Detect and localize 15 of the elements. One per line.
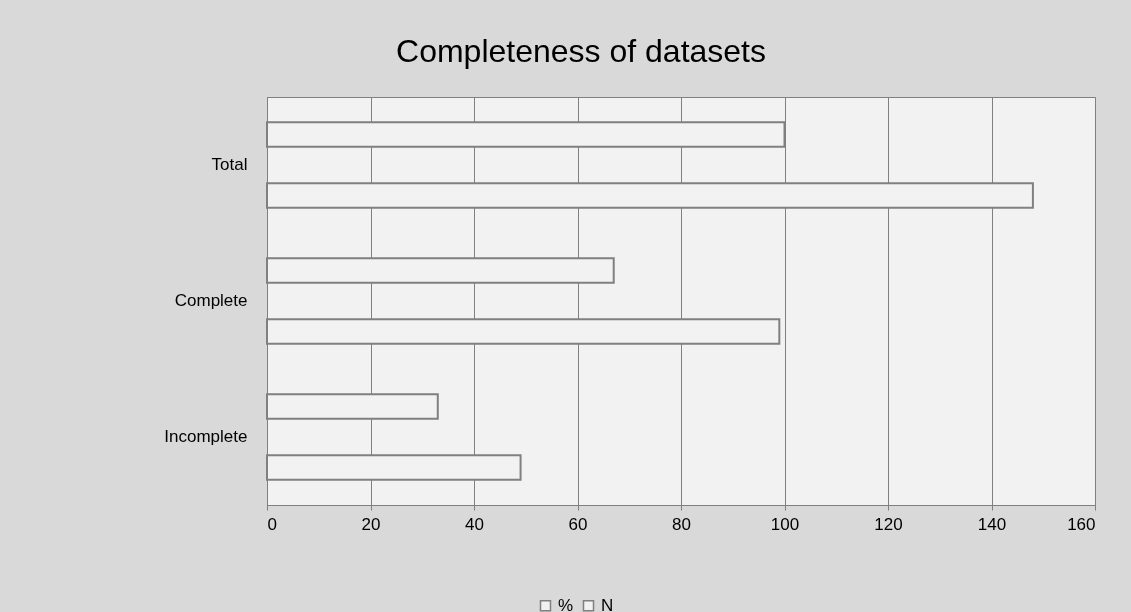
x-tick-label: 40 [465, 514, 484, 534]
x-tick-label: 80 [672, 514, 691, 534]
x-tick-label: 60 [568, 514, 588, 534]
y-tick-label: Total [211, 155, 248, 174]
y-tick-label: Incomplete [164, 427, 248, 446]
x-tick-label: 20 [361, 514, 381, 534]
chart-title: Completeness of datasets [396, 33, 766, 69]
x-tick-label: 0 [267, 514, 277, 534]
legend-label: % [558, 595, 574, 612]
legend-label: N [601, 595, 614, 612]
x-tick-label: 100 [770, 514, 800, 534]
y-tick-label: Complete [174, 291, 248, 310]
x-tick-label: 160 [1067, 514, 1096, 534]
x-tick-label: 140 [977, 514, 1007, 534]
x-tick-label: 120 [874, 514, 903, 534]
